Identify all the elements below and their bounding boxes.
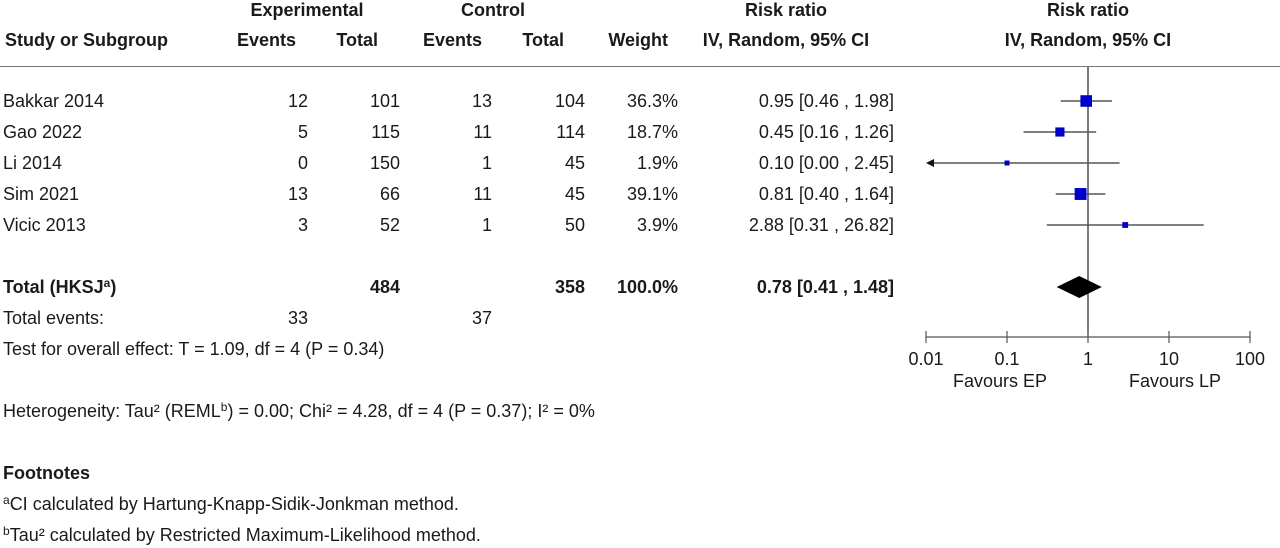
x-tick-label: 10 [1159, 349, 1179, 369]
exp-events-header: Events [236, 30, 296, 50]
study-name: Gao 2022 [3, 122, 83, 142]
favours-left-label: Favours EP [953, 371, 1047, 391]
exp-events: 12 [287, 91, 308, 111]
x-tick-label: 100 [1235, 349, 1265, 369]
total-weight: 100.0% [616, 277, 678, 297]
weight: 3.9% [636, 215, 678, 235]
study-name: Vicic 2013 [3, 215, 86, 235]
x-tick-label: 0.01 [908, 349, 943, 369]
risk-ratio-ci: 2.88 [0.31 , 26.82] [748, 215, 894, 235]
risk-ratio-ci: 0.81 [0.40 , 1.64] [758, 184, 894, 204]
exp-total: 115 [371, 122, 400, 142]
ci-arrow [926, 159, 934, 167]
weight: 39.1% [626, 184, 678, 204]
method-table-header: IV, Random, 95% CI [702, 30, 870, 50]
study-name: Bakkar 2014 [3, 91, 105, 111]
exp-total: 66 [379, 184, 400, 204]
study-marker [1074, 188, 1087, 200]
weight: 1.9% [636, 153, 678, 173]
total-events-label: Total events: [3, 308, 105, 328]
weight-header: Weight [608, 30, 668, 50]
exp-events: 0 [297, 153, 308, 173]
ctl-events: 1 [481, 215, 492, 235]
study-name: Sim 2021 [3, 184, 80, 204]
weight: 18.7% [626, 122, 678, 142]
exp-events: 5 [297, 122, 308, 142]
total-events-ctl: 37 [471, 308, 492, 328]
ctl-total: 50 [564, 215, 585, 235]
control-header: Control [461, 0, 525, 20]
study-column-header: Study or Subgroup [5, 30, 168, 50]
total-label: Total (HKSJa) [3, 276, 117, 297]
total-risk-ratio-ci: 0.78 [0.41 , 1.48] [756, 277, 894, 297]
ctl-events: 1 [481, 153, 492, 173]
total-exp-total: 484 [369, 277, 400, 297]
pooled-diamond [1056, 276, 1102, 298]
x-tick-label: 1 [1083, 349, 1093, 369]
risk-ratio-ci: 0.45 [0.16 , 1.26] [758, 122, 894, 142]
ctl-events-header: Events [422, 30, 482, 50]
total-events-exp: 33 [287, 308, 308, 328]
method-plot-header: IV, Random, 95% CI [1004, 30, 1172, 50]
experimental-header: Experimental [250, 0, 364, 20]
ctl-events: 11 [473, 122, 492, 142]
ctl-events: 11 [473, 184, 492, 204]
ctl-total-header: Total [522, 30, 564, 50]
exp-total-header: Total [336, 30, 378, 50]
exp-total: 150 [369, 153, 400, 173]
weight: 36.3% [626, 91, 678, 111]
footnote-b: bTau² calculated by Restricted Maximum-L… [3, 524, 481, 545]
ctl-events: 13 [471, 91, 492, 111]
exp-total: 52 [379, 215, 400, 235]
x-tick-label: 0.1 [994, 349, 1019, 369]
exp-events: 3 [297, 215, 308, 235]
study-marker [1004, 160, 1010, 166]
study-marker [1055, 127, 1065, 137]
exp-events: 13 [287, 184, 308, 204]
risk-ratio-plot-header: Risk ratio [1046, 0, 1130, 20]
risk-ratio-ci: 0.95 [0.46 , 1.98] [758, 91, 894, 111]
overall-effect-text: Test for overall effect: T = 1.09, df = … [3, 339, 385, 359]
study-name: Li 2014 [3, 153, 63, 173]
study-marker [1122, 222, 1129, 228]
exp-total: 101 [369, 91, 400, 111]
ctl-total: 114 [556, 122, 585, 142]
ctl-total: 45 [564, 184, 585, 204]
footnote-a: aCI calculated by Hartung-Knapp-Sidik-Jo… [3, 493, 459, 514]
total-ctl-total: 358 [554, 277, 585, 297]
ctl-total: 45 [564, 153, 585, 173]
ctl-total: 104 [554, 91, 585, 111]
header-divider [0, 66, 1280, 67]
risk-ratio-table-header: Risk ratio [744, 0, 828, 20]
heterogeneity-text: Heterogeneity: Tau² (REMLb) = 0.00; Chi²… [3, 400, 595, 421]
favours-right-label: Favours LP [1129, 371, 1221, 391]
risk-ratio-ci: 0.10 [0.00 , 2.45] [758, 153, 894, 173]
study-marker [1080, 95, 1092, 107]
footnotes-title: Footnotes [3, 463, 90, 483]
